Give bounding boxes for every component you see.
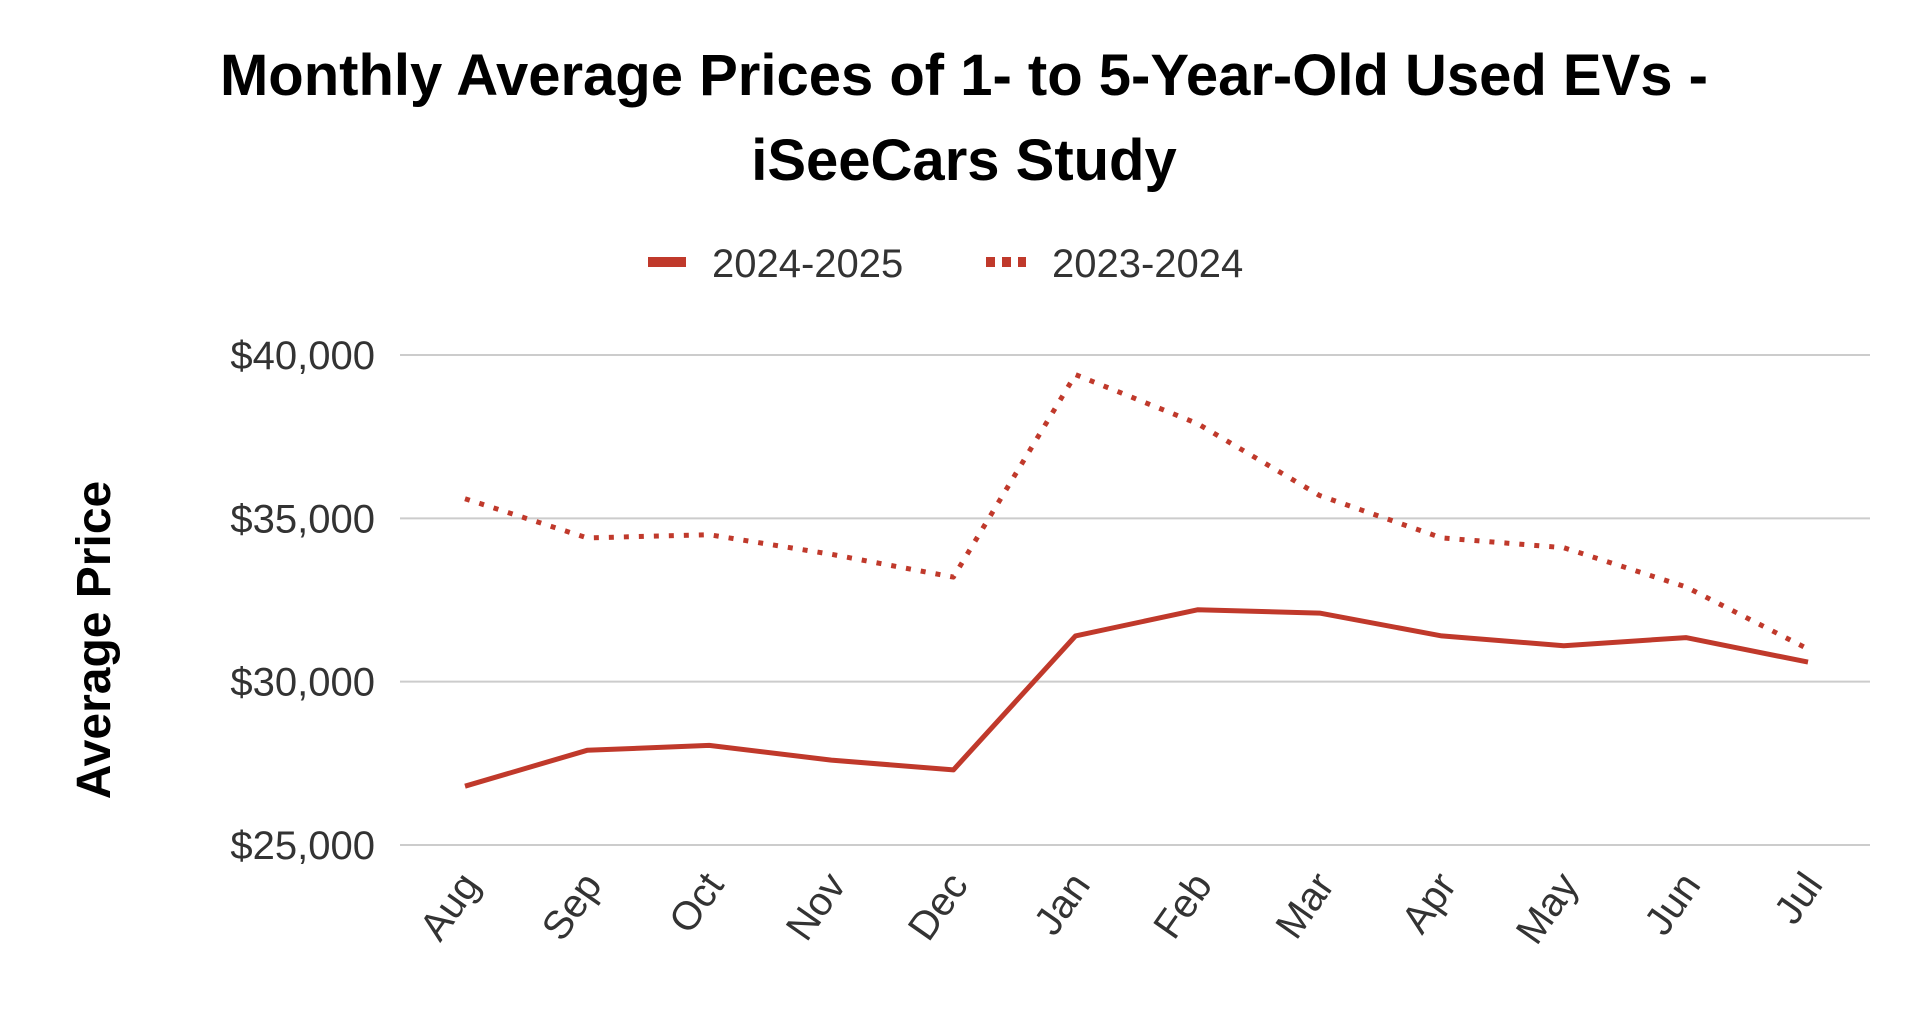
series-line-2024-2025 [465, 610, 1808, 786]
grid-lines [400, 355, 1870, 845]
x-tick-label-sep: Sep [534, 865, 611, 949]
y-tick-label: $40,000 [230, 334, 375, 378]
x-tick-label-mar: Mar [1267, 865, 1343, 947]
legend-label-2024-2025: 2024-2025 [712, 242, 903, 286]
y-tick-label: $30,000 [230, 661, 375, 705]
x-axis-ticks: Aug Sep Oct Nov Dec Jan Feb Mar Apr May Jun Jul [412, 865, 1832, 952]
x-tick-label-may: May [1508, 865, 1587, 952]
y-tick-label: $25,000 [230, 824, 375, 868]
x-tick-label-feb: Feb [1145, 865, 1221, 947]
y-axis-title: Average Price [68, 481, 121, 799]
y-axis-ticks: $25,000 $30,000 $35,000 $40,000 [230, 334, 375, 868]
legend: 2024-2025 2023-2024 [648, 242, 1243, 286]
x-tick-label-aug: Aug [412, 865, 489, 949]
x-tick-label-jul: Jul [1766, 865, 1831, 932]
x-tick-label-jun: Jun [1636, 865, 1709, 943]
chart-title-line-1: Monthly Average Prices of 1- to 5-Year-O… [220, 43, 1708, 108]
x-tick-label-dec: Dec [900, 865, 977, 949]
x-tick-label-jan: Jan [1026, 865, 1099, 943]
x-tick-label-nov: Nov [778, 865, 855, 949]
x-tick-label-apr: Apr [1393, 865, 1465, 941]
y-tick-label: $35,000 [230, 497, 375, 541]
series-lines [465, 375, 1808, 787]
x-tick-label-oct: Oct [661, 865, 733, 941]
series-line-2023-2024 [465, 375, 1808, 649]
legend-label-2023-2024: 2023-2024 [1052, 242, 1243, 286]
chart-title-line-2: iSeeCars Study [751, 128, 1177, 193]
